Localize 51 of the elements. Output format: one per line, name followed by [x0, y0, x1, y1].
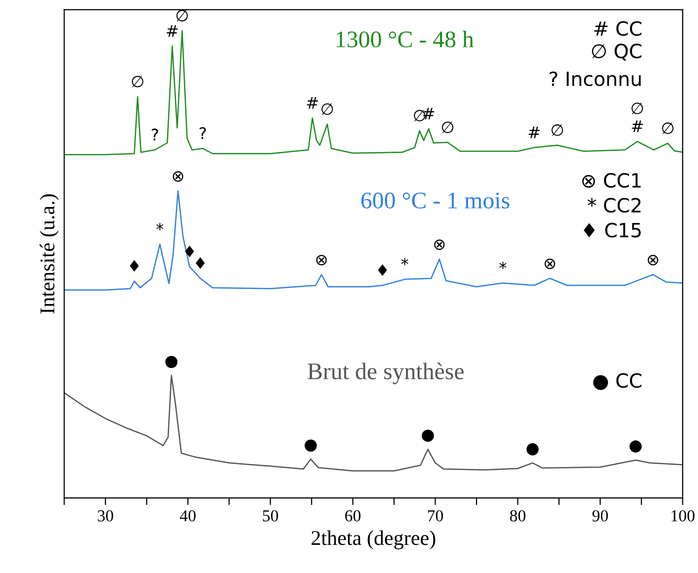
annotation: ⊗ — [172, 171, 184, 182]
text: 600 °C - 1 mois — [361, 192, 510, 208]
annotation: ⊗ — [648, 254, 658, 266]
annotation: ∅ — [414, 110, 426, 122]
annotation: * — [156, 222, 164, 230]
annotation: ⊗ — [544, 258, 556, 270]
annotation: ● — [304, 439, 317, 452]
annotation: ∅ — [662, 122, 674, 134]
annotation: ? Inconnu — [550, 71, 641, 86]
annotation: ? — [152, 128, 158, 140]
annotation: # — [306, 97, 318, 109]
x-tick-label: 90 — [592, 510, 608, 522]
text: Brut de synthèse — [308, 362, 464, 384]
annotation: # — [166, 25, 178, 37]
x-tick-label: 50 — [262, 510, 278, 522]
annotation: ∅ QC — [592, 44, 642, 61]
annotation: # — [528, 126, 540, 138]
annotation: ∅ — [322, 103, 334, 115]
annotation: # — [423, 108, 434, 120]
annotation: ⊗ — [316, 254, 327, 266]
x-tick-label: 70 — [428, 510, 443, 522]
annotation: ♦ — [378, 264, 387, 276]
annotation: ∅ — [176, 10, 188, 22]
y-axis-title: Intensité (u.a.) — [40, 194, 59, 314]
annotation: # — [632, 120, 643, 132]
annotation: ● — [165, 356, 178, 368]
annotation: ∅ — [442, 122, 454, 134]
annotation: ⊗ — [434, 239, 445, 250]
annotation: * CC2 — [588, 198, 640, 213]
annotation: * — [401, 258, 408, 266]
annotation: ? — [200, 127, 206, 140]
x-tick-label: 30 — [98, 510, 114, 522]
annotation: ● — [630, 440, 642, 453]
annotation: ♦ C15 — [584, 222, 641, 238]
annotation: ♦ — [130, 260, 139, 272]
annotation: ∅ — [552, 124, 564, 136]
annotation: ● CC — [593, 373, 642, 390]
x-axis-title: 2theta (degree) — [312, 530, 436, 550]
annotation: ∅ — [132, 76, 144, 88]
x-tick-label: 80 — [510, 510, 526, 522]
x-tick-label: 100 — [672, 510, 695, 522]
annotation: ∅ — [632, 102, 644, 114]
annotation: ● — [422, 430, 434, 442]
text: 1300 °C - 48 h — [336, 30, 474, 48]
annotation: ● — [526, 443, 539, 456]
annotation: ♦ — [196, 257, 205, 269]
annotation: # CC — [594, 21, 642, 36]
x-tick-label: 60 — [345, 510, 361, 522]
annotation: ⊗ CC1 — [582, 173, 641, 188]
x-tick-label: 40 — [180, 510, 196, 522]
annotation: * — [499, 262, 506, 269]
